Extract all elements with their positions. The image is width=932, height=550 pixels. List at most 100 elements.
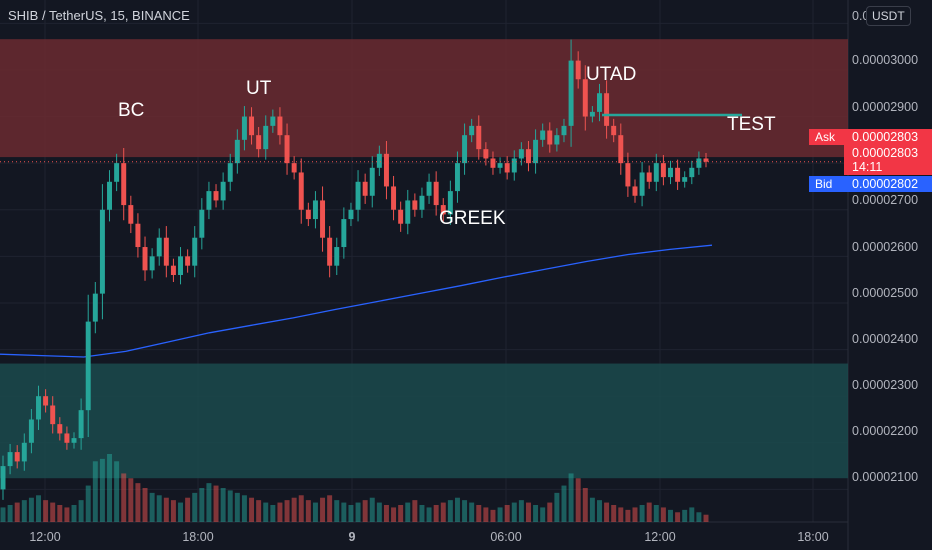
candle-body <box>213 191 219 201</box>
candle-body <box>369 167 375 196</box>
candle-body <box>291 163 297 173</box>
volume-bar <box>128 478 134 522</box>
annotation-ut[interactable]: UT <box>246 78 272 99</box>
volume-bar <box>689 507 695 522</box>
volume-bar <box>277 502 283 522</box>
volume-bar <box>249 497 255 522</box>
volume-bar <box>668 509 673 522</box>
candle-body <box>405 200 411 224</box>
volume-bar <box>227 490 233 522</box>
volume-bar <box>483 507 489 522</box>
volume-bar <box>476 505 482 522</box>
volume-bar <box>533 505 539 522</box>
bid-label: Bid <box>809 176 845 192</box>
candle-body <box>277 116 283 136</box>
price-axis-label: 0.00002900 <box>852 100 919 114</box>
volume-bar <box>348 505 354 522</box>
volume-bar <box>298 495 304 522</box>
volume-bar <box>234 492 240 522</box>
candle-body <box>64 433 70 443</box>
candle-body <box>696 158 702 168</box>
candle-body <box>355 181 361 210</box>
annotation-utad[interactable]: UTAD <box>586 64 637 85</box>
overlays <box>0 113 848 163</box>
candle-body <box>483 149 489 159</box>
candle-body <box>305 209 311 220</box>
candle-body <box>99 209 105 294</box>
volume-bar <box>660 507 666 522</box>
annotation-greek[interactable]: GREEK <box>439 208 506 229</box>
volume-bar <box>50 502 56 522</box>
candle-body <box>561 125 567 136</box>
candle-body <box>128 205 134 224</box>
volume-bar <box>497 507 503 522</box>
bid-value: 0.00002802 <box>844 176 932 192</box>
zones <box>0 39 848 479</box>
candle-body <box>43 396 49 406</box>
volume-bar <box>632 507 638 522</box>
symbol-title[interactable]: SHIB / TetherUS, 15, BINANCE <box>8 8 190 23</box>
price-axis-label: 0.00003000 <box>852 53 919 67</box>
volume-bar <box>334 500 340 522</box>
candle-body <box>85 321 91 411</box>
candle-body <box>646 172 652 182</box>
candle-body <box>632 186 638 196</box>
volume-bar <box>341 502 347 522</box>
candle-body <box>227 163 233 182</box>
candles <box>0 39 709 500</box>
volume-bar <box>291 497 297 522</box>
candle-body <box>0 466 6 490</box>
currency-badge[interactable]: USDT <box>866 6 911 26</box>
volume-bar <box>43 500 49 522</box>
candle-body <box>249 116 255 136</box>
price-axis-label-partial: 0.0 <box>852 9 870 23</box>
candle-body <box>469 125 475 136</box>
volume-bar <box>398 505 404 522</box>
volume-bar <box>64 507 70 522</box>
candle-body <box>547 130 553 145</box>
candle-body <box>689 167 695 178</box>
volume-bar <box>142 488 148 522</box>
volume-bar <box>121 473 127 522</box>
candle-body <box>192 237 198 266</box>
volume-bar <box>178 502 184 522</box>
volume-bar <box>78 500 84 522</box>
candle-body <box>504 163 510 173</box>
volume-bar <box>192 492 198 522</box>
volume-bar <box>284 500 290 522</box>
volume-bar <box>596 500 602 522</box>
annotation-bc[interactable]: BC <box>118 100 145 121</box>
candle-body <box>36 396 41 420</box>
ask-value: 0.00002803 <box>844 129 932 145</box>
volume-bar <box>7 505 13 522</box>
annotation-test[interactable]: TEST <box>727 114 776 135</box>
candle-body <box>348 209 354 220</box>
candle-body <box>234 139 240 164</box>
candle-body <box>703 158 709 162</box>
volume-bar <box>525 502 531 522</box>
volume-bar <box>540 507 546 522</box>
candle-body <box>426 181 432 196</box>
volume-bar <box>462 500 468 522</box>
time-axis-label: 12:00 <box>29 530 61 544</box>
candle-body <box>199 209 205 238</box>
candle-body <box>540 130 546 140</box>
candle-body <box>625 163 631 187</box>
volume-bar <box>582 488 588 522</box>
candle-body <box>220 181 226 201</box>
price-axis-label: 0.00002100 <box>852 470 919 484</box>
volume-bar <box>362 500 368 522</box>
candle-body <box>660 163 666 178</box>
volume-bar <box>185 497 191 522</box>
volume-bar <box>320 497 326 522</box>
candle-body <box>668 167 673 178</box>
candle-body <box>256 135 262 150</box>
candle-body <box>511 158 517 173</box>
volume-bar <box>696 512 702 522</box>
candle-body <box>50 405 56 425</box>
candle-body <box>533 139 539 164</box>
candle-body <box>92 293 98 322</box>
candle-body <box>206 191 212 210</box>
price-axis-label: 0.00002600 <box>852 240 919 254</box>
